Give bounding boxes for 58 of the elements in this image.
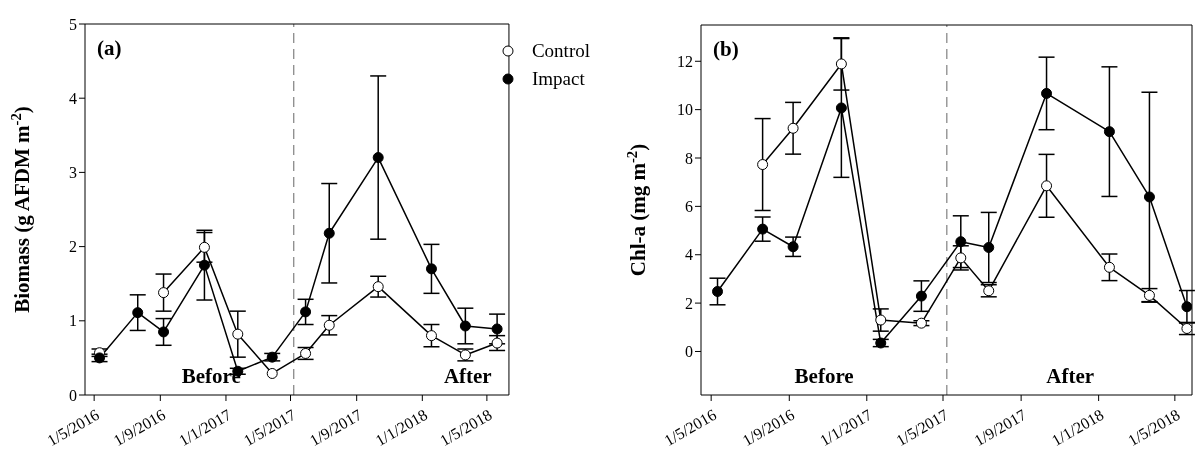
point [266,367,278,379]
y-tick-label: 2 [69,238,77,256]
y-tick-label: 6 [685,198,693,216]
y-tick-label: 3 [69,164,77,182]
y-tick-label: 5 [69,15,77,33]
point [835,102,847,114]
y-tick-label: 4 [69,89,77,107]
point [983,241,995,253]
legend-label: Control [531,40,590,62]
point [300,347,312,359]
point [955,236,967,248]
point [323,319,335,331]
point [1103,261,1115,273]
annotation: (a) [97,36,122,60]
point [835,58,847,70]
point [915,317,927,329]
point [372,281,384,293]
point [1041,180,1053,192]
point [323,227,335,239]
point [459,320,471,332]
point [1103,126,1115,138]
point [300,306,312,318]
point [232,328,244,340]
point [372,152,384,164]
point [757,223,769,235]
point [915,290,927,302]
point [94,352,106,364]
point [787,241,799,253]
point [425,330,437,342]
point [198,259,210,271]
y-tick-label: 4 [685,246,693,264]
annotation: After [443,364,492,388]
y-tick-label: 10 [677,101,693,119]
point [1143,191,1155,203]
point [198,241,210,253]
point [158,287,170,299]
point [491,323,503,335]
point [712,286,724,297]
point [787,122,799,134]
y-tick-label: 0 [69,386,77,404]
legend-label: Impact [531,68,585,90]
y-tick-label: 8 [685,149,693,167]
annotation: Before [794,364,854,388]
y-tick-label: 2 [685,294,693,312]
point [459,349,471,361]
point [757,159,769,171]
point [955,252,967,264]
point [1181,301,1192,313]
point [1041,87,1053,99]
y-tick-label: 12 [677,52,693,70]
annotation: After [1046,364,1095,388]
point [132,307,144,319]
point [425,263,437,275]
annotation: (b) [713,37,739,61]
point [875,314,887,326]
point [158,326,170,338]
y-tick-label: 0 [685,343,693,361]
y-tick-label: 1 [69,312,77,330]
